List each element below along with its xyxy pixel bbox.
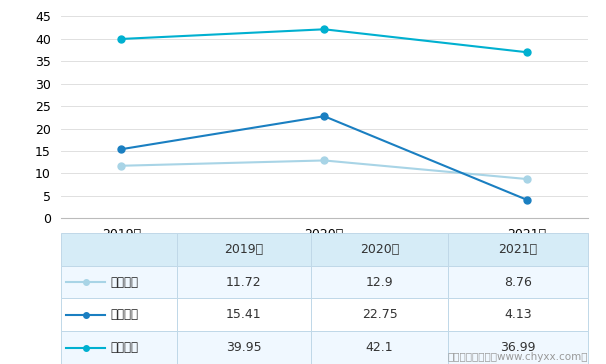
Text: 12.9: 12.9 — [366, 276, 393, 289]
Bar — [176, 266, 311, 298]
Bar — [176, 233, 311, 266]
Text: 42.1: 42.1 — [366, 341, 393, 354]
Text: 2020年: 2020年 — [360, 243, 399, 256]
Text: 2021年: 2021年 — [498, 243, 538, 256]
Text: 太阳纸业: 太阳纸业 — [111, 308, 139, 321]
Text: 15.41: 15.41 — [226, 308, 262, 321]
Bar — [176, 331, 311, 364]
Bar — [176, 298, 311, 331]
Bar — [61, 266, 176, 298]
Bar — [448, 298, 588, 331]
Text: 22.75: 22.75 — [362, 308, 398, 321]
Text: 4.13: 4.13 — [504, 308, 532, 321]
Text: 36.99: 36.99 — [500, 341, 536, 354]
Text: 2019年: 2019年 — [224, 243, 264, 256]
Bar — [61, 298, 176, 331]
Bar — [311, 298, 448, 331]
Text: 景兴纸业: 景兴纸业 — [111, 276, 139, 289]
Text: 制图：智研咋询（www.chyxx.com）: 制图：智研咋询（www.chyxx.com） — [447, 352, 588, 362]
Bar — [61, 331, 176, 364]
Text: 39.95: 39.95 — [226, 341, 262, 354]
Bar — [448, 331, 588, 364]
Bar — [311, 233, 448, 266]
Bar — [311, 331, 448, 364]
Bar — [448, 266, 588, 298]
Bar — [61, 233, 176, 266]
Text: 中顺洁柔: 中顺洁柔 — [111, 341, 139, 354]
Bar — [448, 233, 588, 266]
Bar — [311, 266, 448, 298]
Text: 11.72: 11.72 — [226, 276, 262, 289]
Text: 8.76: 8.76 — [504, 276, 532, 289]
